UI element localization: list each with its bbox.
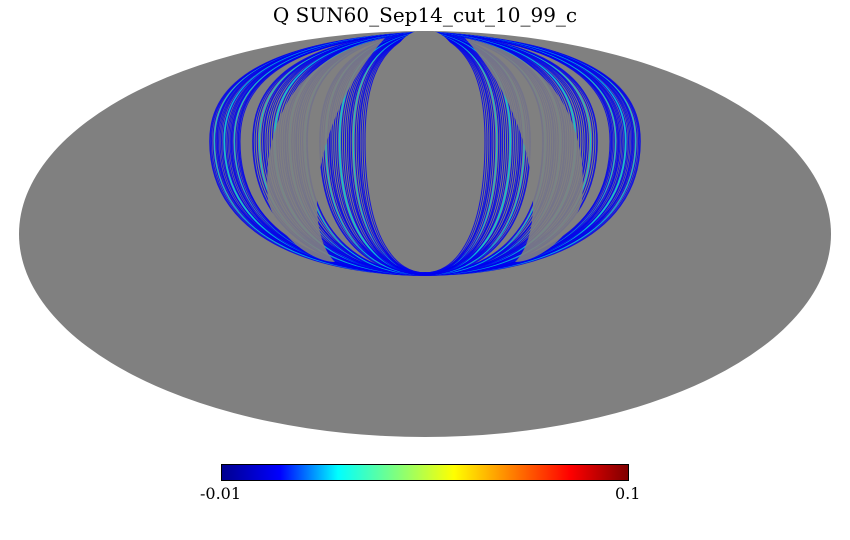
polar-gap xyxy=(382,31,468,228)
scan-loop xyxy=(362,31,488,275)
colorbar-max-label: 0.1 xyxy=(615,484,641,503)
colorbar-min-label: -0.01 xyxy=(200,484,242,503)
map-title: Q SUN60_Sep14_cut_10_99_c xyxy=(272,3,578,27)
scan-gap xyxy=(465,38,583,262)
scan-loop xyxy=(364,31,486,274)
colorbar xyxy=(221,464,629,481)
scan-coverage xyxy=(209,31,641,276)
scan-loop xyxy=(360,31,490,276)
scan-gap xyxy=(267,38,385,262)
